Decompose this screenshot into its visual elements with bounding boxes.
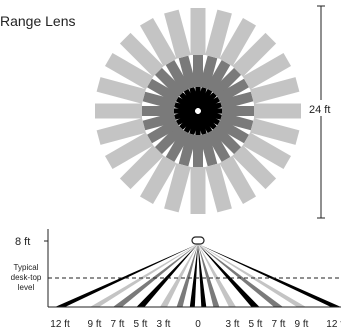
ray-13-segment-light-gray [96, 77, 146, 104]
side-fan-right-2 [198, 244, 236, 307]
ray-12-segment-dark-gray [142, 106, 174, 116]
ray-11-segment-dark-gray [142, 112, 177, 131]
ray-14-segment-dark-gray [147, 78, 180, 104]
ray-5-segment-light-gray [205, 163, 232, 213]
diagram-title: Range Lens [0, 13, 76, 29]
range-dimension-label: 24 ft [309, 104, 330, 116]
ray-6-segment-light-gray [190, 167, 206, 214]
ray-0-segment-light-gray [254, 103, 301, 119]
mounting-height-label: 8 ft [15, 236, 30, 248]
ray-8-segment-dark-gray [165, 129, 191, 162]
sensor-icon [191, 236, 205, 245]
axis-label-0: 12 ft [50, 319, 70, 330]
axis-label-2: 7 ft [111, 319, 125, 330]
ray-2-segment-dark-gray [216, 118, 249, 144]
side-fan-right-1 [198, 244, 220, 307]
ray-23-segment-dark-gray [219, 91, 254, 110]
ray-12-segment-light-gray [95, 103, 142, 119]
ray-7-segment-dark-gray [178, 132, 197, 167]
axis-label-10: 12 ft [326, 319, 341, 330]
ray-7-segment-light-gray [164, 163, 191, 213]
ray-17-segment-dark-gray [178, 55, 197, 90]
ray-18-segment-dark-gray [193, 55, 203, 87]
ray-10-segment-light-gray [105, 132, 154, 169]
ray-19-segment-black [196, 87, 207, 109]
ray-18-segment-light-gray [190, 8, 206, 55]
ray-7-segment-black [189, 113, 200, 135]
ray-11-segment-light-gray [96, 118, 146, 145]
axis-label-6: 3 ft [226, 319, 240, 330]
axis-label-9: 9 ft [295, 319, 309, 330]
side-fan-left-1 [176, 244, 198, 307]
side-fan-left-3 [136, 244, 198, 307]
ray-5-segment-dark-gray [199, 132, 218, 167]
ray-15-segment-dark-gray [154, 67, 185, 98]
ray-20-segment-light-gray [219, 18, 256, 67]
axis-label-8: 7 ft [272, 319, 286, 330]
ray-9-segment-light-gray [119, 145, 164, 190]
side-fan-left-2 [160, 244, 198, 307]
desk-top-level-label-line-2: desk-top [11, 273, 42, 282]
ray-13-segment-black [174, 102, 196, 113]
ray-19-segment-dark-gray [199, 55, 218, 90]
ray-9-segment-dark-gray [154, 124, 185, 155]
ray-16-segment-dark-gray [165, 60, 191, 93]
ray-22-segment-dark-gray [216, 78, 249, 104]
ray-23-segment-light-gray [250, 77, 300, 104]
range-dimension-bracket: 24 ft [306, 5, 340, 219]
ray-19-segment-light-gray [205, 9, 232, 59]
side-fan-left-6 [55, 244, 198, 307]
ray-20-segment-dark-gray [205, 60, 231, 93]
ray-1-segment-black [200, 109, 222, 120]
distance-axis-labels: 12 ft 9 ft 7 ft 5 ft 3 ft 0 3 ft 5 ft 7 ft 9 ft 12… [50, 319, 341, 330]
side-fan-right-0 [198, 244, 207, 307]
axis-label-4: 3 ft [157, 319, 171, 330]
side-fan-left-0 [189, 244, 198, 307]
axis-label-3: 5 ft [134, 319, 148, 330]
ray-15-segment-light-gray [119, 32, 164, 77]
ray-0-segment-dark-gray [222, 106, 254, 116]
ray-4-segment-dark-gray [205, 129, 231, 162]
ray-3-segment-light-gray [232, 145, 277, 190]
axis-label-5: 0 [195, 319, 201, 330]
desk-top-level-label-line-3: level [18, 283, 35, 292]
ray-16-segment-light-gray [140, 18, 177, 67]
ray-14-segment-light-gray [105, 53, 154, 90]
ray-13-segment-dark-gray [142, 91, 177, 110]
ray-1-segment-dark-gray [219, 112, 254, 131]
desk-top-level-label-line-1: Typical [14, 263, 39, 272]
side-fan-right-3 [198, 244, 260, 307]
ray-3-segment-dark-gray [211, 124, 242, 155]
side-view-coverage-pattern: 8 ft Typical desk-top level 12 ft 9 ft 7 f… [11, 229, 341, 330]
ray-23-segment-black [200, 102, 222, 113]
side-view-fans [55, 244, 341, 307]
ray-21-segment-light-gray [232, 32, 277, 77]
side-fan-right-4 [198, 244, 283, 307]
axis-label-1: 9 ft [88, 319, 102, 330]
axis-label-7: 5 ft [249, 319, 263, 330]
ray-2-segment-light-gray [242, 132, 291, 169]
ray-4-segment-light-gray [219, 155, 256, 204]
ray-17-segment-light-gray [164, 9, 191, 59]
ray-21-segment-dark-gray [211, 67, 242, 98]
ray-8-segment-light-gray [140, 155, 177, 204]
ray-6-segment-dark-gray [193, 135, 203, 167]
side-fan-right-5 [198, 244, 306, 307]
top-view-coverage-pattern [95, 8, 301, 214]
side-fan-left-4 [113, 244, 198, 307]
ray-10-segment-dark-gray [147, 118, 180, 144]
side-fan-left-5 [90, 244, 198, 307]
ray-22-segment-light-gray [242, 53, 291, 90]
side-fan-right-6 [198, 244, 341, 307]
ray-1-segment-light-gray [250, 118, 300, 145]
